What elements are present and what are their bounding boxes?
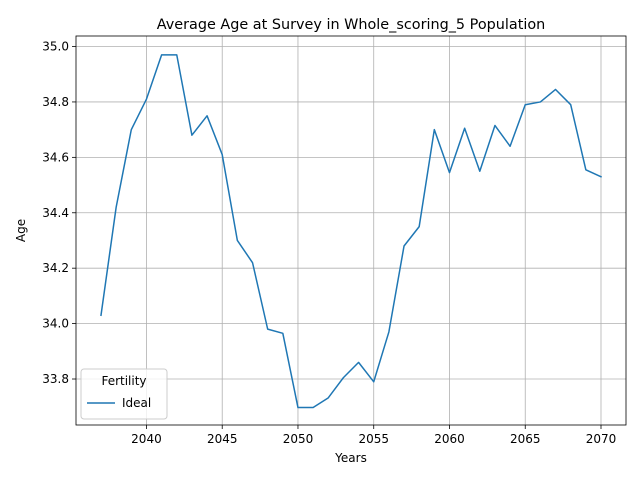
y-tick-label: 34.0: [42, 317, 69, 331]
series-layer: [100, 54, 602, 409]
x-tick-label: 2045: [207, 432, 238, 446]
y-tick-label: 35.0: [42, 40, 69, 54]
series-line-ideal: [100, 54, 602, 409]
x-tick-label: 2055: [358, 432, 389, 446]
y-tick-label: 34.6: [42, 150, 69, 164]
x-tick-label: 2060: [434, 432, 465, 446]
x-tick-label: 2065: [510, 432, 541, 446]
legend: Fertility Ideal: [80, 368, 168, 420]
chart-title: Average Age at Survey in Whole_scoring_5…: [157, 17, 546, 33]
plot-frame: [75, 35, 627, 426]
x-tick-label: 2070: [586, 432, 617, 446]
grid-lines: [76, 36, 626, 425]
x-tick-label: 2040: [131, 432, 162, 446]
legend-label-ideal: Ideal: [122, 396, 151, 410]
legend-box: [80, 368, 168, 420]
y-axis-label: Age: [14, 219, 28, 242]
legend-title: Fertility: [101, 374, 146, 388]
y-tick-label: 33.8: [42, 372, 69, 386]
y-tick-label: 34.4: [42, 206, 69, 220]
y-tick-label: 34.8: [42, 95, 69, 109]
x-tick-label: 2050: [283, 432, 314, 446]
axis-ticks: 2040 2045 2050 2055 2060 2065 2070 33.8 34.0 34.2…: [42, 40, 616, 446]
y-tick-label: 34.2: [42, 261, 69, 275]
x-axis-label: Years: [334, 451, 367, 465]
